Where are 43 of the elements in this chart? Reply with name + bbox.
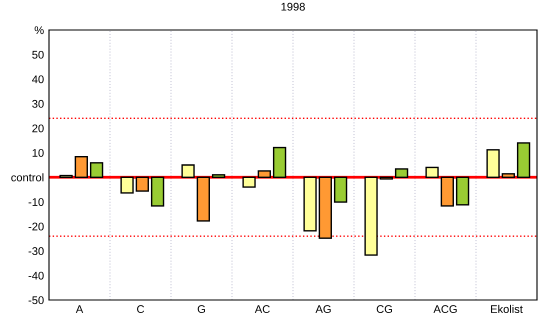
bar (272, 146, 286, 178)
bar (440, 176, 454, 207)
y-tick-label: -20 (28, 222, 44, 230)
x-tick-label: AG (315, 305, 331, 314)
x-tick-label: A (76, 305, 84, 313)
y-tick-label: % (34, 26, 44, 34)
bar (74, 156, 88, 178)
bar (136, 176, 149, 192)
x-tick-label: G (198, 305, 205, 314)
bar (502, 173, 515, 178)
y-tick-label: 20 (32, 124, 44, 132)
bar (364, 176, 378, 256)
chart-title: 1998 (281, 2, 305, 11)
bar (212, 174, 226, 178)
bar (181, 164, 195, 178)
y-tick-label: control (11, 173, 44, 182)
bar (394, 168, 408, 178)
x-tick-label: Ekolist (491, 304, 523, 314)
bar (334, 176, 348, 203)
bar (120, 176, 134, 194)
y-tick-label: 10 (32, 148, 44, 157)
y-tick-label: -50 (28, 296, 44, 304)
y-tick-label: -10 (28, 198, 44, 206)
y-tick-label: 50 (32, 50, 44, 59)
x-tick-label: ACG (433, 305, 457, 314)
x-tick-label: C (137, 305, 144, 314)
x-tick-label: AC (254, 305, 270, 314)
x-tick-label: CG (376, 305, 392, 314)
y-tick-label: 30 (32, 100, 44, 108)
bar (456, 176, 470, 206)
bar (196, 176, 210, 222)
bar (318, 176, 332, 239)
bar (242, 176, 256, 188)
bar (90, 162, 104, 178)
y-tick-label: -30 (28, 247, 44, 256)
bar (486, 149, 500, 178)
bar (150, 176, 164, 207)
y-tick-label: -40 (28, 272, 44, 280)
bar (425, 166, 439, 178)
bar (258, 170, 271, 178)
bar (303, 176, 317, 232)
bar (516, 142, 530, 178)
y-tick-label: 40 (32, 75, 44, 84)
